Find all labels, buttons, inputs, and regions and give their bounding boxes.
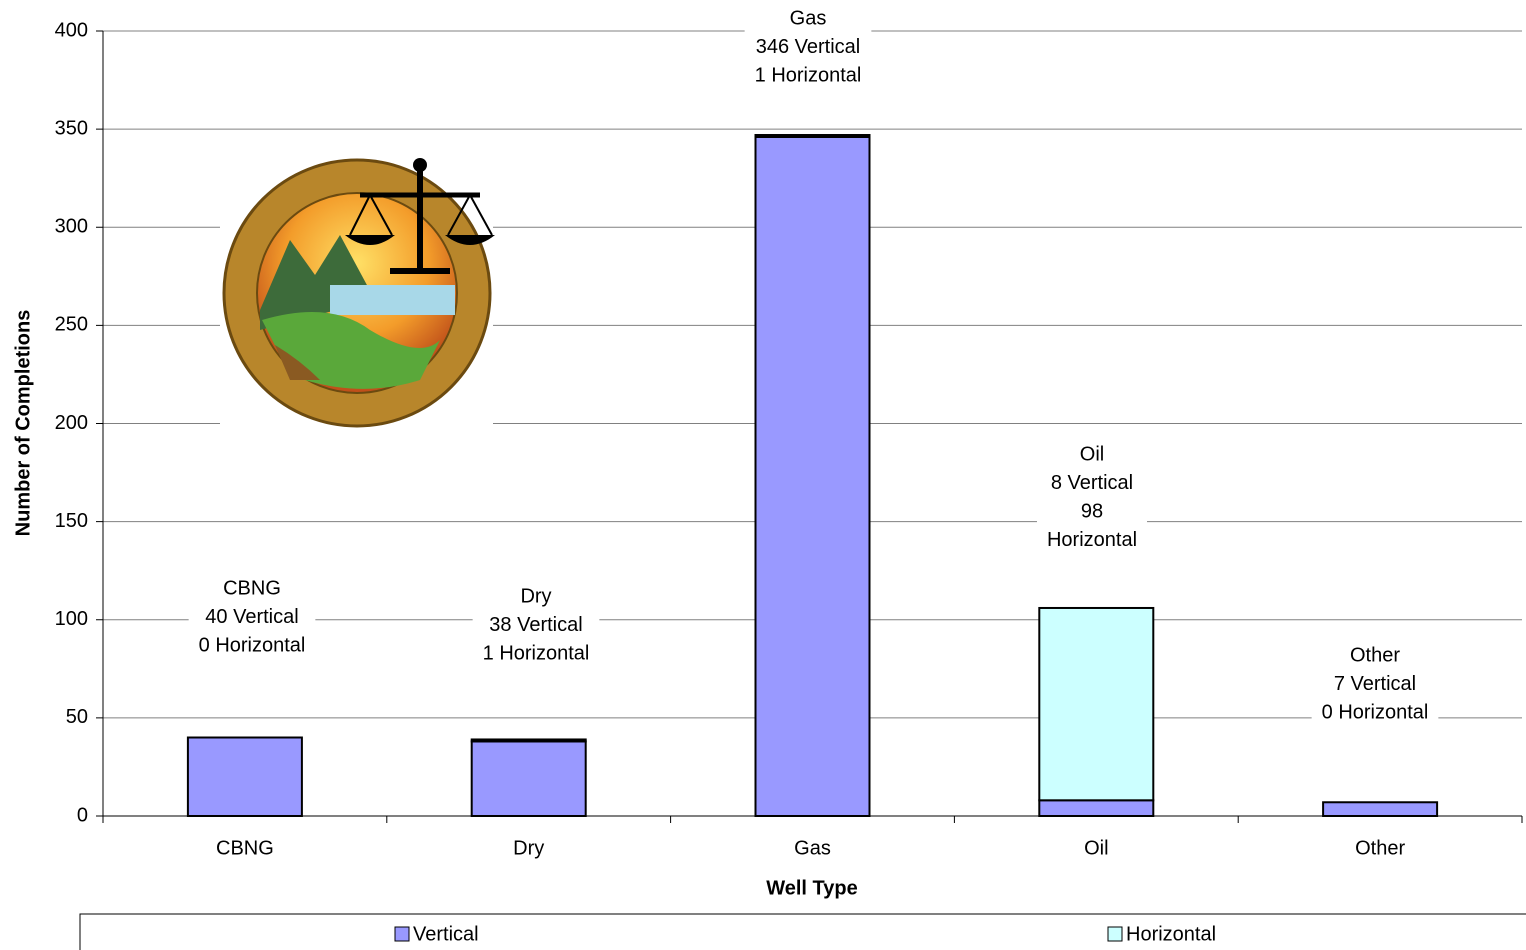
annotation: Horizontal — [1047, 529, 1137, 551]
annotation-background — [744, 3, 872, 93]
annotation: Oil — [1080, 443, 1104, 465]
bar-segment — [754, 134, 871, 138]
x-tick-label: Dry — [513, 837, 544, 859]
annotation: 0 Horizontal — [199, 634, 306, 656]
annotation: 8 Vertical — [1051, 472, 1133, 494]
annotation: CBNG — [223, 577, 281, 599]
x-tick-label: Gas — [794, 837, 831, 859]
annotation-background — [188, 573, 316, 663]
annotation: 1 Horizontal — [483, 642, 590, 664]
bar-segment — [1038, 799, 1155, 817]
annotation-background — [1311, 640, 1439, 730]
annotation: 98 — [1081, 500, 1103, 522]
bar-segment — [186, 736, 303, 817]
y-tick-label: 300 — [55, 216, 88, 238]
annotation: 38 Vertical — [489, 614, 582, 636]
y-tick-label: 400 — [55, 19, 88, 41]
seal-image — [220, 140, 495, 430]
annotation-background — [1036, 439, 1148, 557]
bar-segment — [470, 738, 587, 743]
legend-swatch — [1107, 926, 1123, 942]
x-tick-label: Oil — [1084, 837, 1108, 859]
x-axis-title: Well Type — [766, 877, 858, 899]
bar-segment — [470, 740, 587, 817]
annotation-background — [472, 581, 600, 671]
y-tick-label: 150 — [55, 510, 88, 532]
annotation: Dry — [520, 585, 551, 607]
legend-box — [79, 913, 1526, 950]
bar-segment — [1322, 801, 1439, 818]
y-tick-label: 100 — [55, 608, 88, 630]
y-tick-label: 0 — [77, 804, 88, 826]
annotation: 7 Vertical — [1334, 673, 1416, 695]
legend-label: Horizontal — [1126, 923, 1216, 945]
annotation: 0 Horizontal — [1322, 701, 1429, 723]
y-tick-label: 200 — [55, 412, 88, 434]
annotation: 40 Vertical — [205, 606, 298, 628]
y-axis-title: Number of Completions — [12, 310, 34, 537]
y-tick-label: 350 — [55, 117, 88, 139]
x-tick-label: CBNG — [216, 837, 274, 859]
bar-segment — [1038, 606, 1155, 802]
annotation: Gas — [790, 7, 827, 29]
annotation: 346 Vertical — [756, 36, 861, 58]
y-tick-label: 50 — [66, 706, 88, 728]
annotation: 1 Horizontal — [755, 64, 862, 86]
x-tick-label: Other — [1355, 837, 1405, 859]
annotation: Other — [1350, 644, 1400, 666]
bar-segment — [754, 135, 871, 818]
legend-label: Vertical — [413, 923, 479, 945]
y-tick-label: 250 — [55, 314, 88, 336]
legend-swatch — [394, 926, 410, 942]
